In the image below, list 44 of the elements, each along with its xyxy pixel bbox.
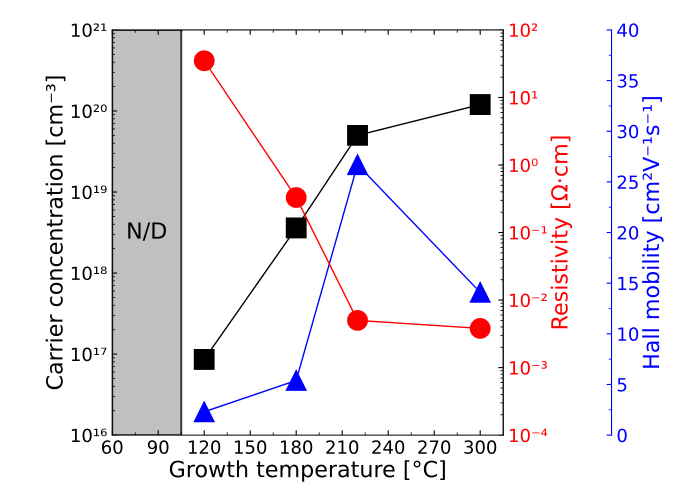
point — [347, 124, 368, 146]
point — [470, 318, 491, 339]
y-tick-label: 10²⁰ — [72, 104, 107, 118]
y-tick-label: 10¹⁶ — [72, 428, 107, 442]
y-tick-label: 10² — [510, 23, 538, 38]
y2-tick-label: 5 — [618, 378, 626, 392]
y-tick-label: 10⁻⁴ — [510, 428, 548, 442]
x-tick-label: 240 — [372, 440, 404, 454]
y-tick-label: 10¹ — [510, 90, 538, 105]
point — [286, 218, 307, 238]
x-tick-label: 60 — [102, 440, 122, 454]
x-tick-label: 120 — [188, 440, 220, 454]
y-tick-label: 10⁻¹ — [510, 226, 547, 240]
y2-tick-label: 40 — [617, 23, 638, 38]
x-tick-label: 210 — [326, 440, 358, 454]
y-tick-label: 10¹⁷ — [72, 348, 106, 362]
y-axis-title: Resistivity [Ω·cm] — [550, 136, 572, 328]
y2-tick-label: 25 — [618, 175, 638, 189]
x-tick-label: 270 — [418, 440, 450, 454]
y-tick-label: 10¹⁸ — [72, 266, 107, 280]
point — [194, 50, 215, 72]
y-tick-label: 10⁻³ — [510, 361, 547, 375]
point — [286, 187, 307, 208]
point — [194, 348, 215, 370]
x-tick-label: 180 — [280, 440, 312, 454]
y2-tick-label: 35 — [618, 74, 638, 88]
point — [470, 94, 491, 115]
y-tick-label: 10¹⁹ — [72, 185, 107, 200]
y-axis-title: Carrier concentration [cm⁻³] — [46, 76, 66, 390]
y-tick-label: 10⁰ — [510, 158, 538, 172]
y2-tick-label: 20 — [618, 226, 638, 240]
point — [347, 310, 368, 331]
y2-tick-label: 30 — [618, 124, 638, 138]
y2-tick-label: 0 — [618, 428, 627, 442]
x-tick-label: 300 — [464, 440, 496, 454]
y2-tick-label: 10 — [618, 327, 638, 341]
y-tick-label: 10²¹ — [72, 23, 106, 38]
y2-axis-title: Hall mobility [cm²V⁻¹s⁻¹] — [642, 97, 664, 368]
band-label: N/D — [128, 222, 166, 241]
x-tick-label: 150 — [234, 440, 266, 454]
x-axis-title: Growth temperature [°C] — [170, 460, 445, 482]
y-tick-label: 10⁻² — [510, 294, 547, 308]
x-tick-label: 90 — [148, 440, 168, 454]
y2-tick-label: 15 — [618, 276, 638, 290]
